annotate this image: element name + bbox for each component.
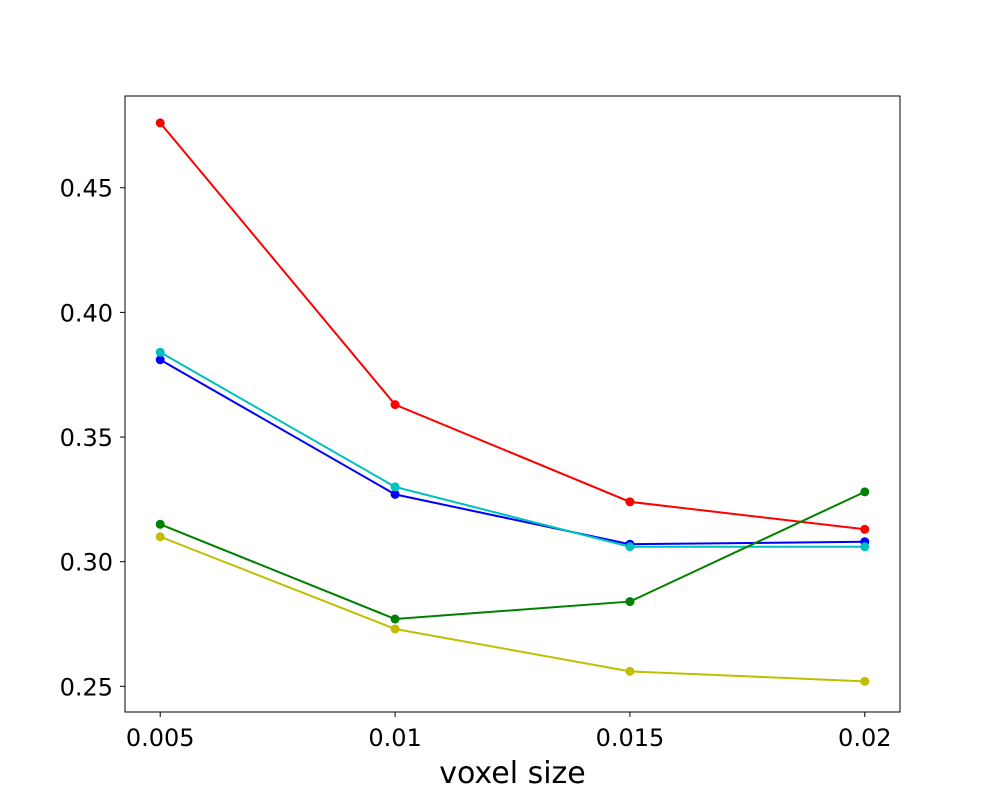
series-2 — [155, 355, 870, 549]
x-tick-label: 0.02 — [838, 724, 891, 752]
x-axis-label: voxel size — [439, 756, 586, 791]
data-point — [390, 400, 400, 410]
x-tick-label: 0.01 — [368, 724, 421, 752]
series-line — [159, 122, 865, 531]
series-line — [159, 535, 865, 683]
data-point — [390, 482, 400, 492]
x-tick-label: 0.005 — [126, 724, 195, 752]
data-point — [390, 614, 400, 624]
data-point — [625, 597, 635, 607]
series-4 — [155, 487, 870, 624]
data-point — [625, 542, 635, 552]
series-3 — [155, 347, 870, 552]
y-axis: 0.25 0.30 0.35 0.40 0.45 — [60, 175, 125, 701]
series-5 — [155, 532, 870, 686]
data-point — [390, 624, 400, 634]
series-line — [159, 358, 865, 546]
data-point — [625, 497, 635, 507]
data-point — [860, 676, 870, 686]
y-tick-label: 0.45 — [60, 175, 113, 203]
x-tick-label: 0.015 — [596, 724, 665, 752]
data-point — [860, 487, 870, 497]
data-point — [155, 519, 165, 529]
series-1 — [155, 118, 870, 534]
data-point — [390, 489, 400, 499]
data-point — [155, 118, 165, 128]
data-point — [625, 666, 635, 676]
data-point — [155, 532, 165, 542]
y-tick-label: 0.25 — [60, 673, 113, 701]
y-tick-label: 0.40 — [60, 299, 113, 327]
x-axis: 0.005 0.01 0.015 0.02 — [126, 712, 891, 752]
series-layer — [155, 118, 870, 686]
y-tick-label: 0.35 — [60, 424, 113, 452]
series-line — [159, 490, 866, 621]
y-tick-label: 0.30 — [60, 549, 113, 577]
data-point — [155, 347, 165, 357]
data-point — [860, 524, 870, 534]
plot-frame — [124, 95, 901, 713]
data-point — [155, 355, 165, 365]
data-point — [860, 542, 870, 552]
